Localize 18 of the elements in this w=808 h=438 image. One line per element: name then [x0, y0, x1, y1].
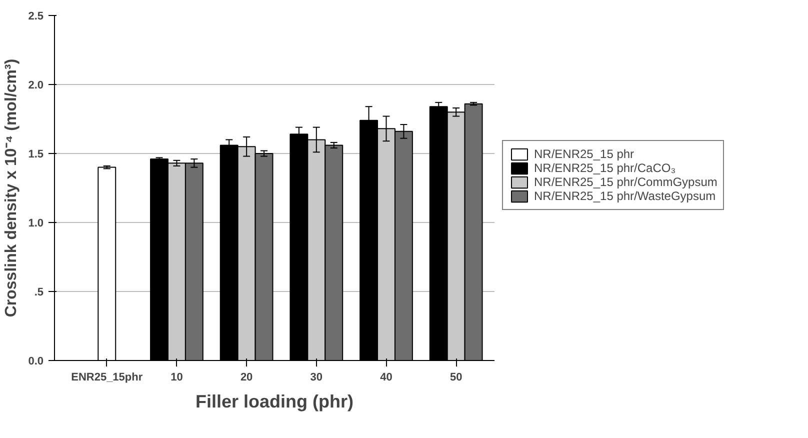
- y-tick-label: 2.5: [28, 10, 44, 22]
- y-axis-title: Crosslink density x 10⁻⁴ (mol/cm³): [3, 58, 20, 318]
- legend-label: NR/ENR25_15 phr/CaCO₃: [534, 161, 676, 175]
- x-tick-label: 30: [310, 372, 323, 384]
- x-tick-label: 20: [240, 372, 253, 384]
- x-tick-label: 10: [170, 372, 183, 384]
- legend-label: NR/ENR25_15 phr/CommGypsum: [534, 175, 718, 189]
- x-axis-title: Filler loading (phr): [196, 392, 354, 412]
- y-tick-label: .5: [34, 286, 44, 298]
- y-tick-label: 1.0: [28, 218, 44, 230]
- x-tick-label: 40: [380, 372, 392, 384]
- legend-label: NR/ENR25_15 phr/WasteGypsum: [534, 189, 716, 203]
- y-tick-label: 2.0: [28, 80, 44, 92]
- x-tick-label: 50: [450, 372, 462, 384]
- legend-label: NR/ENR25_15 phr: [534, 147, 634, 161]
- y-tick-label: 0.0: [28, 356, 44, 368]
- x-tick-label: ENR25_15phr: [71, 372, 144, 384]
- y-tick-label: 1.5: [28, 148, 44, 160]
